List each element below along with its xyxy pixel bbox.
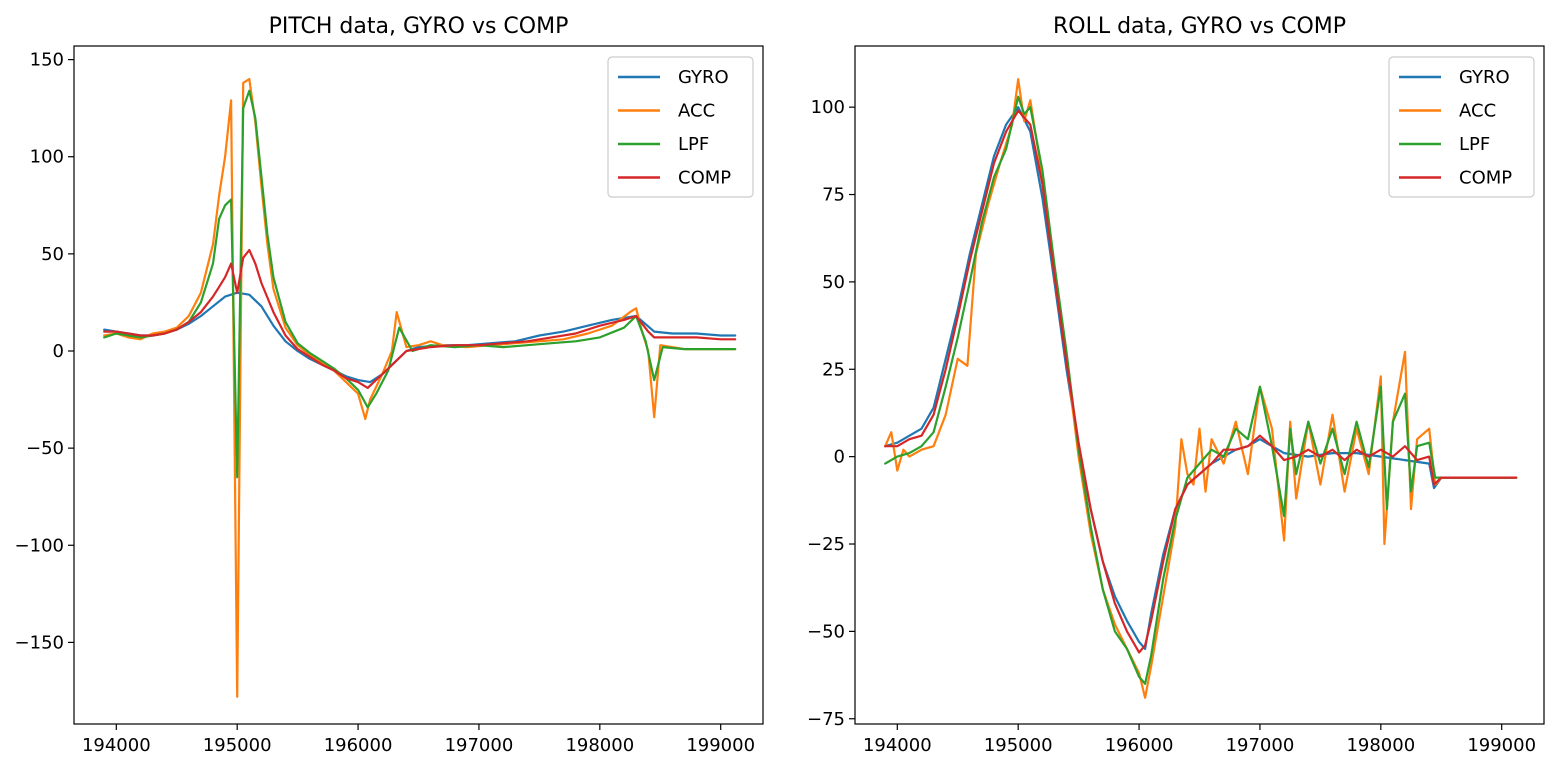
y-tick-label: −50: [807, 621, 845, 642]
legend-label-acc: ACC: [678, 101, 715, 122]
axes-frame: [73, 45, 764, 725]
series-line-comp: [884, 109, 1518, 654]
legend-box: [607, 56, 754, 198]
legend-label-gyro: GYRO: [1459, 67, 1510, 88]
x-tick-label: 198000: [1346, 735, 1415, 756]
y-tick-label: 100: [811, 97, 845, 118]
x-tick-label: 194000: [82, 735, 151, 756]
roll-chart: ROLL data, GYRO vs COMP 194000 195000 19600…: [807, 14, 1545, 756]
chart-title: ROLL data, GYRO vs COMP: [1053, 14, 1346, 39]
plot-area: [884, 78, 1518, 699]
y-tick-label: 100: [30, 147, 64, 168]
axes-frame: [854, 45, 1545, 725]
y-tick-label: 0: [53, 341, 64, 362]
x-tick-label: 197000: [1226, 735, 1295, 756]
y-tick-label: −50: [26, 438, 64, 459]
y-tick-label: 150: [30, 50, 64, 71]
legend-label-comp: COMP: [678, 168, 731, 189]
y-tick-label: 50: [822, 272, 845, 293]
y-tick-label: 25: [822, 359, 845, 380]
legend-label-lpf: LPF: [1459, 134, 1490, 155]
series-line-acc: [103, 77, 737, 698]
legend-label-gyro: GYRO: [678, 67, 729, 88]
x-tick-label: 195000: [203, 735, 272, 756]
y-tick-label: −75: [807, 709, 845, 730]
y-tick-label: −150: [15, 632, 64, 653]
chart-title: PITCH data, GYRO vs COMP: [269, 14, 569, 39]
legend-label-acc: ACC: [1459, 101, 1496, 122]
series-line-lpf: [884, 95, 1518, 685]
series-line-lpf: [103, 89, 737, 479]
y-tick-label: −100: [15, 535, 64, 556]
x-tick-label: 197000: [445, 735, 514, 756]
legend-box: [1388, 56, 1535, 198]
plot-area: [103, 77, 737, 698]
x-tick-label: 196000: [324, 735, 393, 756]
y-tick-label: −25: [807, 534, 845, 555]
y-tick-label: 0: [834, 447, 845, 468]
x-tick-label: 199000: [686, 735, 755, 756]
x-tick-label: 199000: [1467, 735, 1536, 756]
legend-label-lpf: LPF: [678, 134, 709, 155]
y-tick-label: 75: [822, 185, 845, 206]
legend-label-comp: COMP: [1459, 168, 1512, 189]
legend: GYRO ACC LPF COMP: [607, 56, 754, 198]
x-tick-label: 195000: [984, 735, 1053, 756]
x-tick-label: 194000: [863, 735, 932, 756]
x-tick-label: 198000: [565, 735, 634, 756]
y-tick-label: 50: [41, 244, 64, 265]
legend: GYRO ACC LPF COMP: [1388, 56, 1535, 198]
x-tick-label: 196000: [1105, 735, 1174, 756]
series-line-comp: [103, 248, 737, 389]
pitch-chart: PITCH data, GYRO vs COMP 194000 195000 1960…: [15, 14, 764, 756]
